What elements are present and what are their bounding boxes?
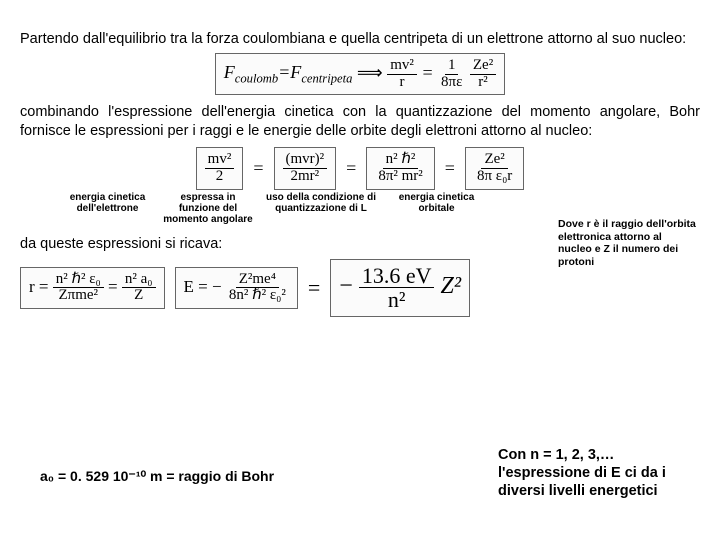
eq-f-coulomb: Fcoulomb=Fcentripeta [224,62,353,82]
label-orbital: energia cinetica orbitale [389,192,484,225]
equals-c2: = [346,158,356,179]
equals-1: = [421,62,433,82]
frac-mv2-r: mv² r [387,58,417,91]
z-squared-tail: Z² [440,273,461,299]
equals-c1: = [253,158,263,179]
chain-term-1: mv²2 [196,147,244,190]
frac-1-8pie: 1 8πε [438,58,465,91]
energy-levels-note: Con n = 1, 2, 3,… l'espressione di E ci … [498,446,698,500]
e-equals-minus: E = − [184,277,222,296]
result-energy-numeric-box: − 13.6 eVn² Z² [330,259,470,316]
minus-sign: − [339,273,353,299]
result-radius-box: r = n² ℏ² ε₀Zπme² = n² a₀Z [20,267,165,310]
chain-term-2: (mvr)²2mr² [274,147,337,190]
bohr-radius-line: a₀ = 0. 529 10⁻¹⁰ m = raggio di Bohr [40,468,274,485]
derivation-chain: mv²2 = (mvr)²2mr² = n² ℏ²8π² mr² = Ze²8π… [20,147,700,190]
equals-c3: = [445,158,455,179]
equals-r2: = [108,277,118,296]
result-energy-box: E = − Z²me⁴8n² ℏ² ε₀² [175,267,298,310]
label-quantization: uso della condizione di quantizzazione d… [261,192,381,225]
intro-paragraph-1: Partendo dall'equilibrio tra la forza co… [20,30,700,49]
r-equals: r = [29,277,49,296]
side-note-r-z: Dove r è il raggio dell'orbita elettroni… [558,218,698,268]
intro-paragraph-2: combinando l'espressione dell'energia ci… [20,103,700,141]
frac-ze2-r2: Ze² r² [470,58,496,91]
implies-arrow: ⟹ [357,62,383,82]
chain-term-4: Ze²8π ε₀r [465,147,524,190]
chain-term-3: n² ℏ²8π² mr² [366,147,434,190]
equals-big: = [308,275,320,301]
equation-coulomb-centripetal: Fcoulomb=Fcentripeta ⟹ mv² r = 1 8πε Ze²… [20,53,700,96]
label-angular: espressa in funzione del momento angolar… [163,192,253,225]
label-kinetic: energia cinetica dell'elettrone [60,192,155,225]
eq-forces-box: Fcoulomb=Fcentripeta ⟹ mv² r = 1 8πε Ze²… [215,53,505,96]
